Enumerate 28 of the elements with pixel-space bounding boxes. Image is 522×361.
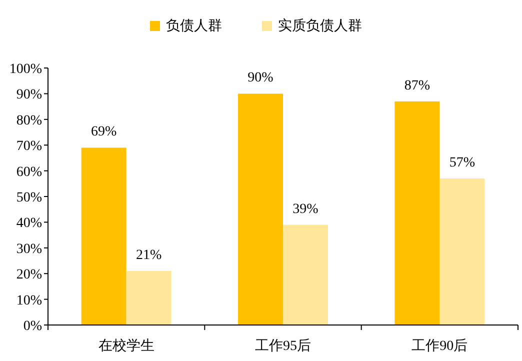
- y-tick-label: 30%: [16, 242, 42, 257]
- bar: [440, 178, 485, 325]
- bar: [81, 148, 126, 325]
- y-tick-label: 70%: [16, 139, 42, 154]
- bar: [394, 101, 440, 325]
- y-tick-label: 0%: [23, 319, 42, 334]
- y-tick-label: 100%: [9, 62, 42, 77]
- y-tick-label: 10%: [16, 293, 42, 308]
- y-tick-label: 20%: [16, 268, 42, 283]
- bar: [238, 94, 283, 325]
- legend-label: 负债人群: [166, 18, 222, 34]
- bar: [126, 271, 172, 325]
- x-tick-label: 在校学生: [98, 338, 154, 354]
- data-label: 90%: [248, 70, 274, 86]
- data-label: 21%: [136, 248, 162, 264]
- y-tick-label: 40%: [16, 216, 42, 232]
- y-tick-label: 90%: [16, 88, 42, 103]
- y-tick-label: 50%: [16, 190, 42, 206]
- data-label: 69%: [90, 124, 117, 140]
- y-tick-label: 60%: [16, 164, 42, 180]
- data-label: 57%: [449, 156, 476, 171]
- legend-label: 实质负债人群: [278, 18, 362, 34]
- x-tick-label: 工作90后: [412, 338, 468, 354]
- bar: [283, 224, 328, 325]
- data-label: 87%: [404, 78, 430, 94]
- data-label: 39%: [292, 202, 319, 217]
- x-tick-label: 工作95后: [255, 338, 311, 354]
- y-tick-label: 80%: [16, 113, 42, 128]
